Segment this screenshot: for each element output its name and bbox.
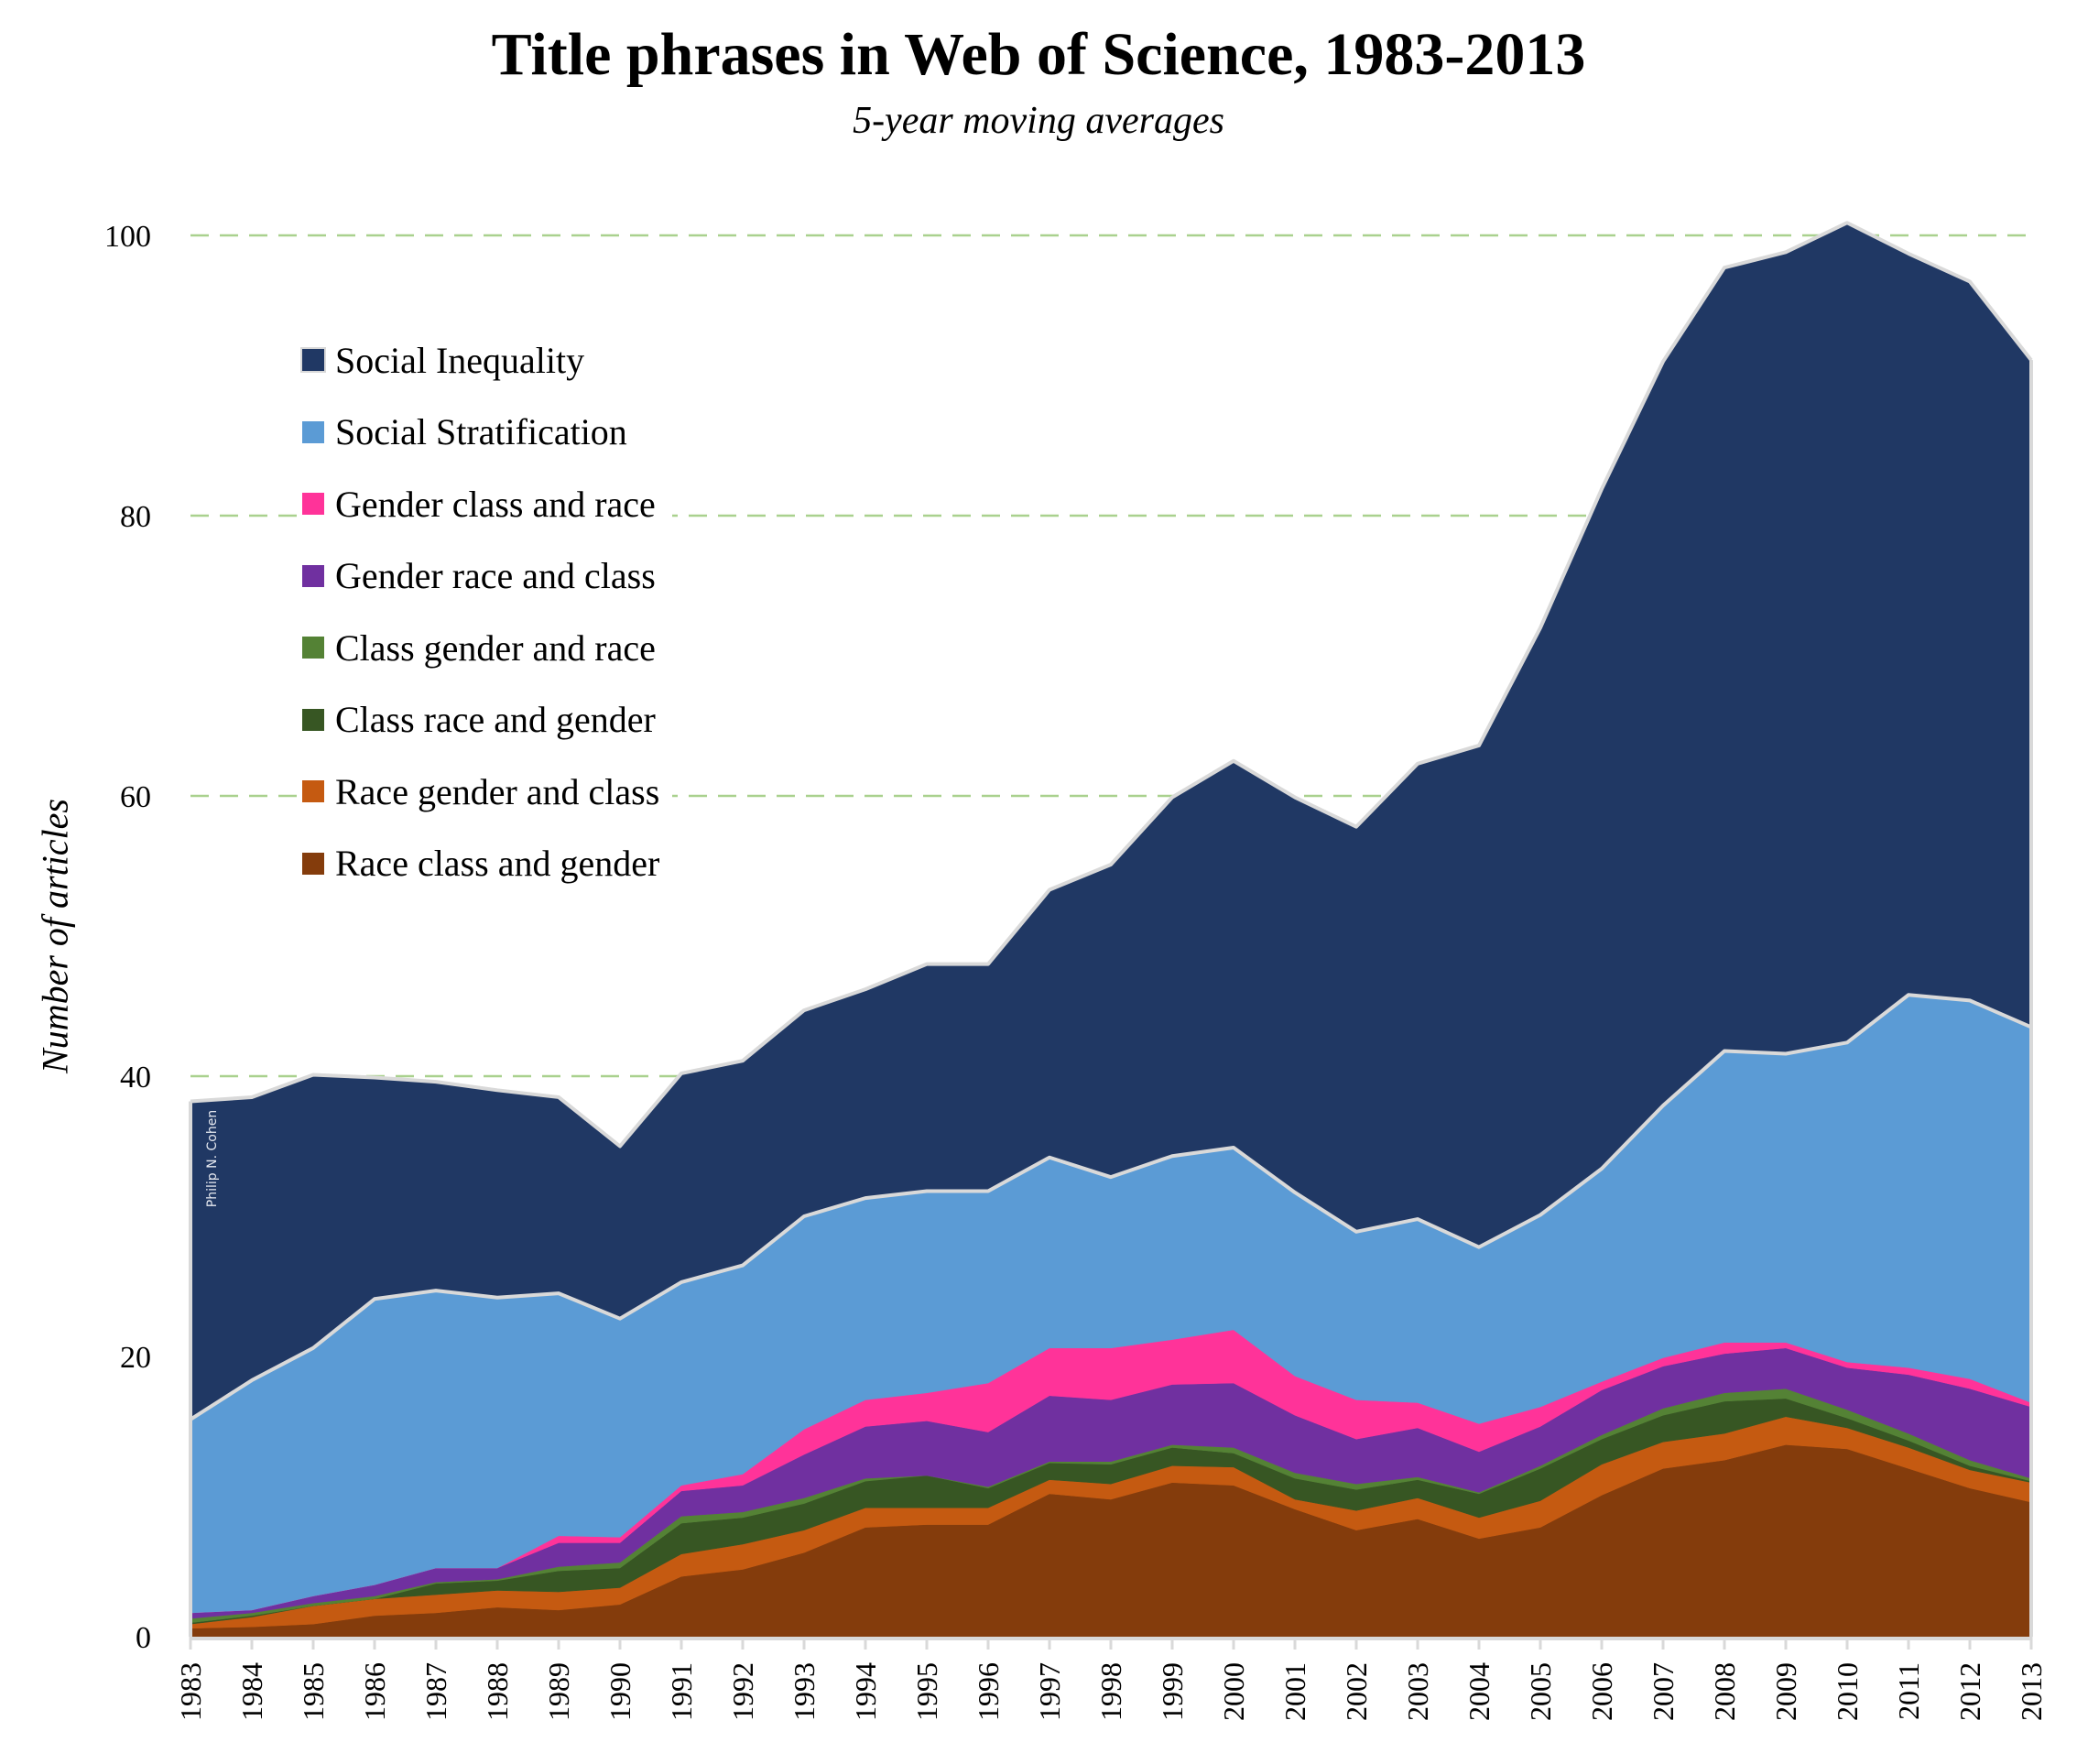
x-tick-label: 1994 — [849, 1662, 882, 1721]
legend-label: Race class and gender — [335, 843, 660, 885]
y-tick-label: 0 — [136, 1621, 151, 1655]
x-tick-label: 1996 — [972, 1662, 1005, 1721]
legend-label: Race gender and class — [335, 770, 660, 812]
x-tick-label: 2002 — [1340, 1662, 1373, 1721]
x-tick-label: 2001 — [1278, 1662, 1311, 1721]
legend-label: Gender race and class — [335, 555, 656, 597]
legend-swatch — [300, 347, 326, 374]
x-tick-label: 1998 — [1094, 1662, 1127, 1721]
axes: 0 20 40 60 80 100 1983 1984 1985 1986 1987 1988 1989… — [104, 220, 2048, 1721]
legend: Social Inequality Social Stratification Ge… — [300, 319, 673, 905]
x-tick-label: 2000 — [1217, 1662, 1250, 1721]
legend-swatch — [302, 780, 324, 803]
legend-item: Gender class and race — [302, 468, 659, 540]
x-tick-label: 1986 — [358, 1662, 391, 1721]
x-tick-label: 2012 — [1953, 1662, 1986, 1721]
legend-item: Race gender and class — [302, 756, 659, 828]
chart-subtitle: 5-year moving averages — [853, 100, 1224, 142]
legend-item: Class gender and race — [302, 612, 659, 684]
x-tick-label: 2004 — [1463, 1662, 1495, 1721]
legend-swatch — [302, 420, 324, 443]
x-tick-label: 1983 — [174, 1662, 207, 1721]
chart-title: Title phrases in Web of Science, 1983-20… — [491, 21, 1586, 88]
x-tick-label: 2009 — [1769, 1662, 1802, 1721]
x-tick-label: 1995 — [910, 1662, 943, 1721]
x-tick-label: 2013 — [2015, 1662, 2048, 1721]
legend-item: Social Stratification — [302, 397, 659, 469]
y-tick-label: 40 — [120, 1061, 151, 1094]
x-tick-label: 2007 — [1647, 1662, 1680, 1721]
x-tick-label: 1992 — [726, 1662, 759, 1721]
x-tick-label: 1985 — [297, 1662, 330, 1721]
y-tick-label: 20 — [120, 1341, 151, 1375]
x-tick-label: 1987 — [419, 1662, 452, 1721]
legend-swatch — [302, 564, 324, 587]
legend-label: Class race and gender — [335, 699, 656, 741]
x-tick-label: 2006 — [1585, 1662, 1618, 1721]
x-tick-label: 2003 — [1401, 1662, 1434, 1721]
x-tick-label: 2011 — [1892, 1662, 1925, 1720]
legend-swatch — [302, 493, 324, 516]
legend-swatch — [302, 852, 324, 875]
y-axis-label: Number of articles — [34, 799, 76, 1073]
watermark: Philip N. Cohen — [205, 1109, 220, 1208]
area-outline-social-stratification — [189, 993, 2032, 1421]
legend-item: Gender race and class — [302, 540, 659, 613]
x-tick-label: 2005 — [1524, 1662, 1557, 1721]
y-tick-label: 60 — [120, 780, 151, 814]
x-tick-label: 2010 — [1831, 1662, 1864, 1721]
x-tick-label: 1999 — [1156, 1662, 1189, 1721]
legend-swatch — [302, 637, 324, 659]
legend-label: Gender class and race — [335, 483, 656, 525]
x-tick-label: 2008 — [1708, 1662, 1741, 1721]
area-outline-social-inequality — [190, 221, 2033, 1149]
legend-item: Class race and gender — [302, 684, 659, 757]
legend-label: Class gender and race — [335, 626, 656, 669]
y-tick-label: 100 — [104, 220, 151, 254]
x-tick-label: 1989 — [542, 1662, 575, 1721]
legend-label: Social Stratification — [335, 411, 627, 453]
x-tick-label: 1991 — [665, 1662, 698, 1721]
x-tick-label: 1997 — [1033, 1662, 1066, 1721]
legend-item: Social Inequality — [300, 324, 659, 397]
x-tick-label: 1984 — [235, 1662, 268, 1721]
legend-swatch — [302, 708, 324, 731]
x-tick-label: 1988 — [481, 1662, 514, 1721]
legend-item: Race class and gender — [302, 828, 659, 900]
x-tick-label: 1990 — [604, 1662, 636, 1721]
y-tick-label: 80 — [120, 500, 151, 534]
x-tick-label: 1993 — [788, 1662, 821, 1721]
outline-layer — [189, 221, 2033, 1637]
legend-label: Social Inequality — [335, 339, 585, 381]
